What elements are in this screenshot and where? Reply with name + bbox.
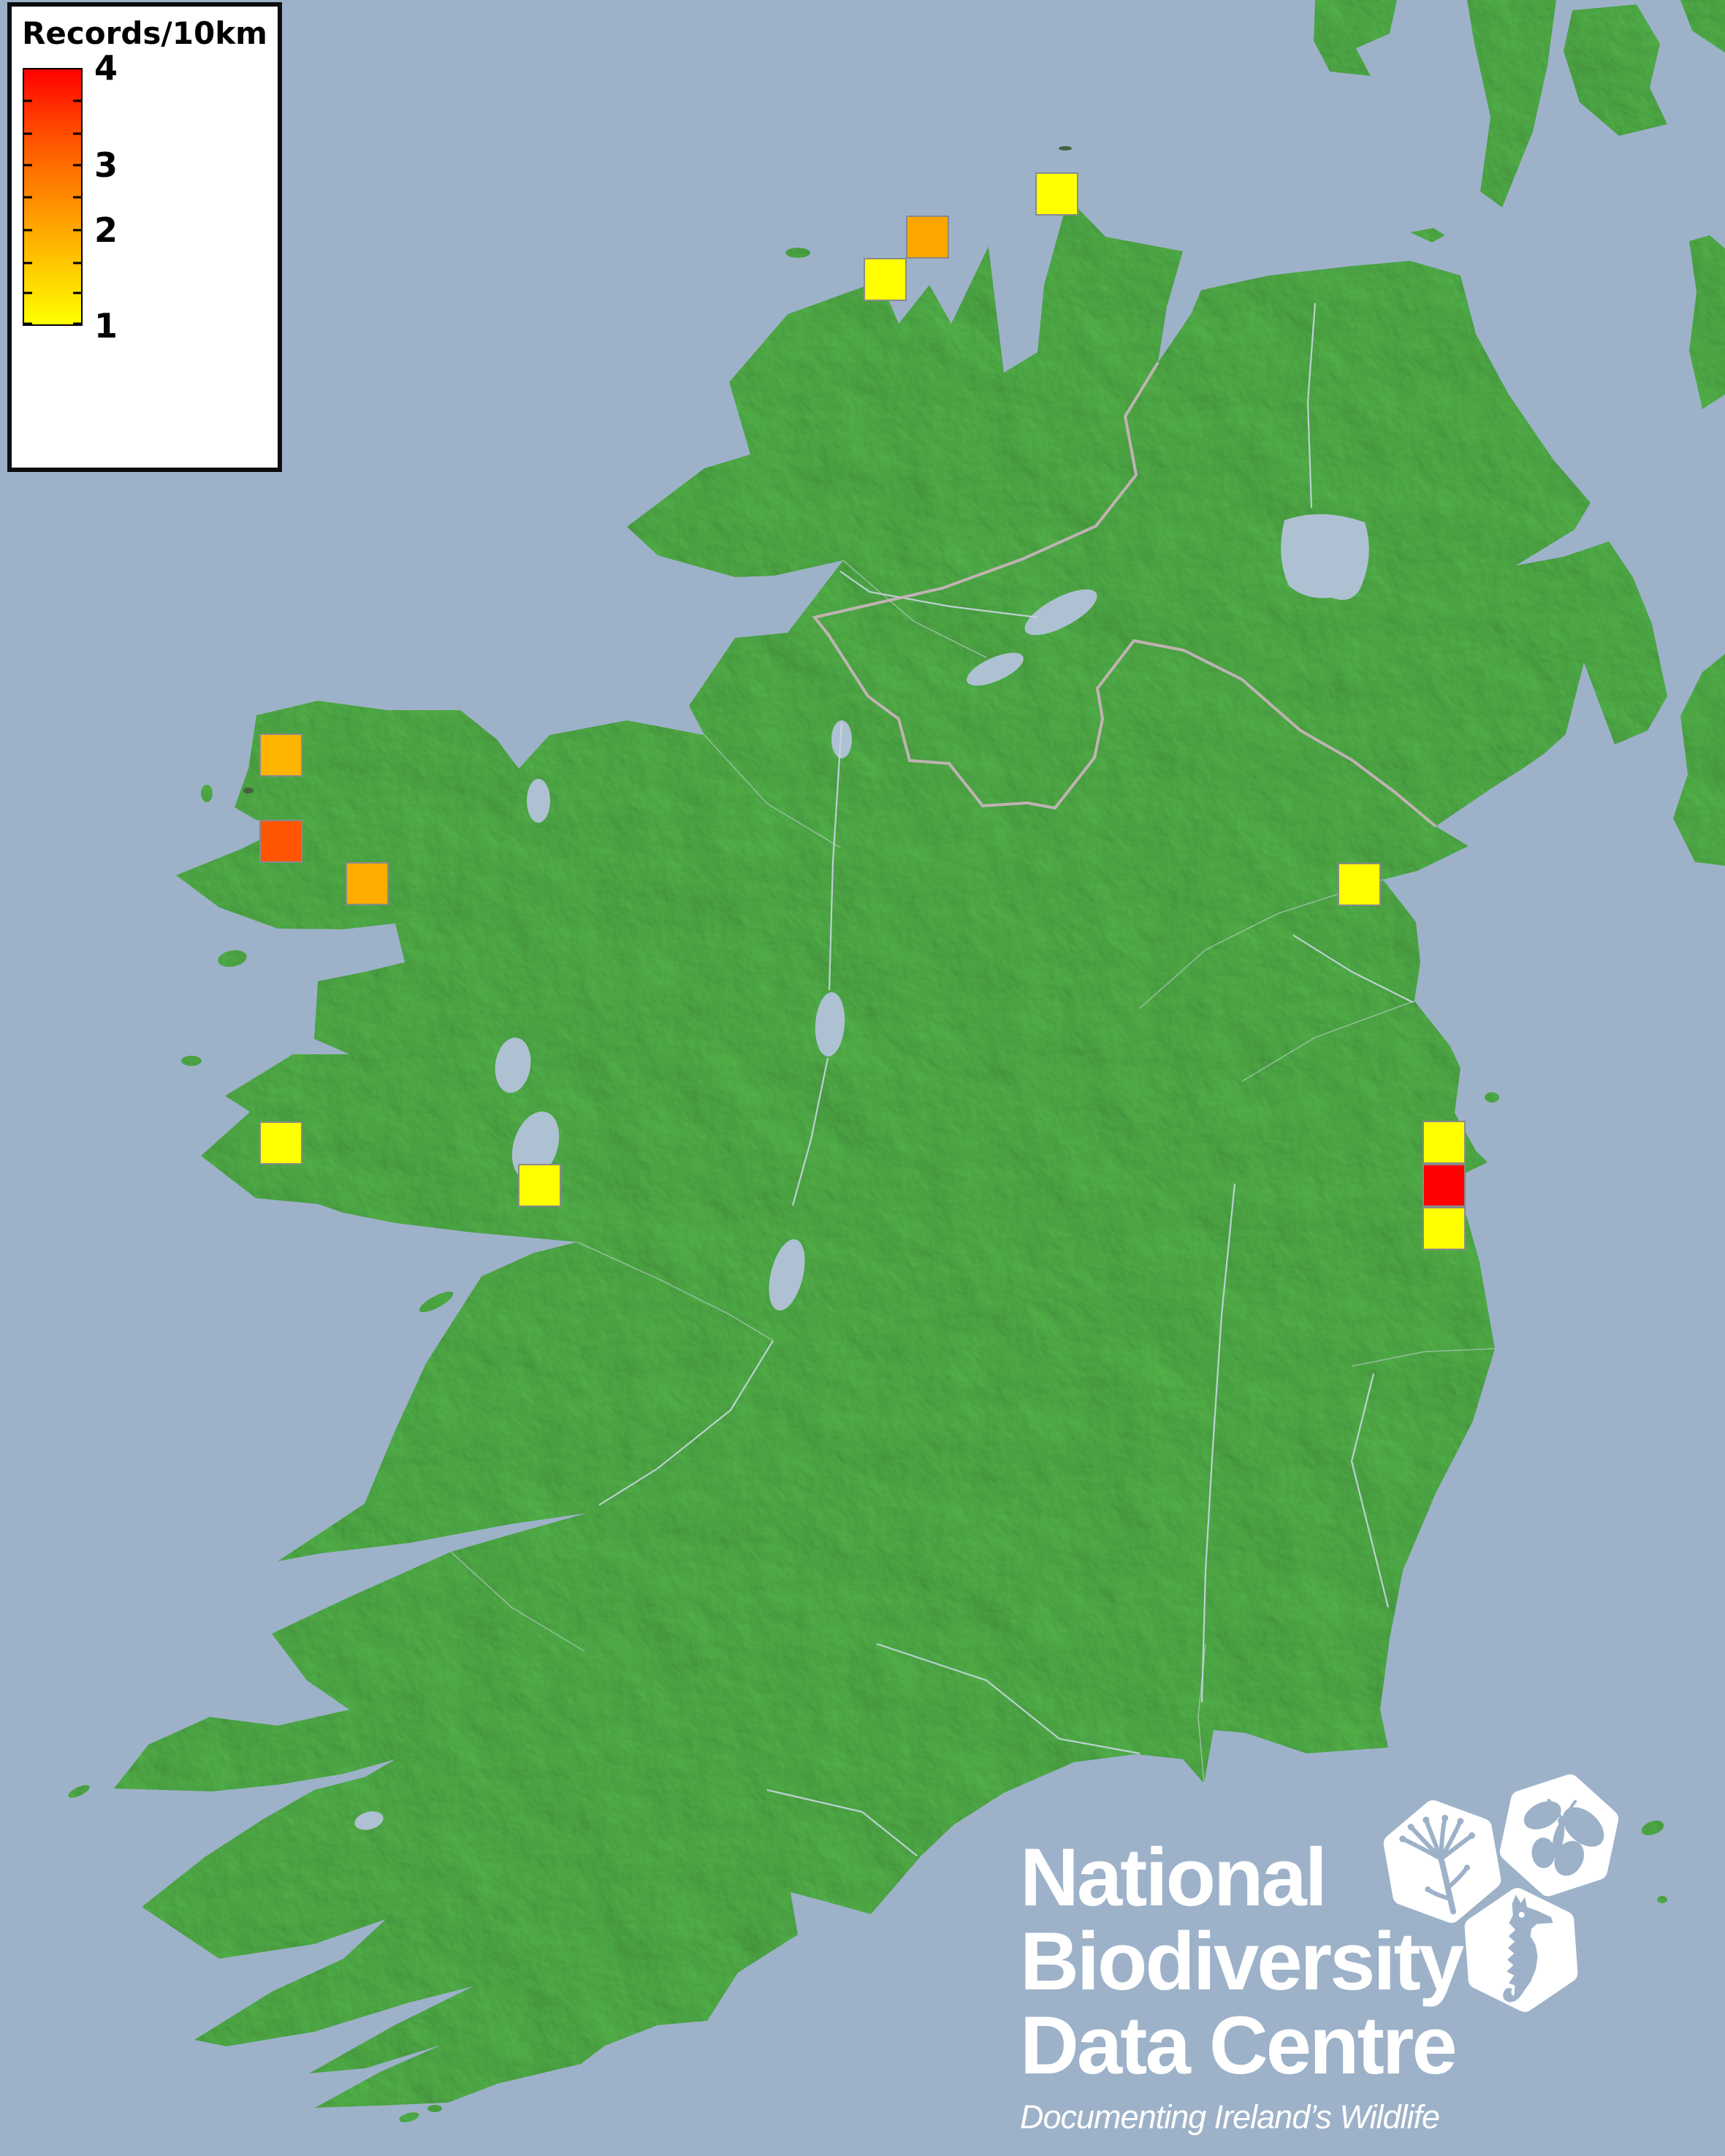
legend-tick <box>23 99 32 102</box>
legend-tick <box>23 292 32 294</box>
record-square[interactable] <box>1423 1207 1466 1250</box>
record-square[interactable] <box>906 216 949 259</box>
plant-umbel-icon <box>1399 1814 1475 1915</box>
nbdc-logo-hexagons <box>1383 1774 1619 2012</box>
landmass-group <box>68 0 1725 2122</box>
county-boundaries <box>450 560 1496 1784</box>
legend-tick <box>23 262 32 264</box>
record-square[interactable] <box>259 734 302 777</box>
legend-label-4: 4 <box>94 48 118 88</box>
legend-tick <box>23 196 32 199</box>
scotland-islands <box>1314 0 1725 1903</box>
legend-panel: Records/10km 4 3 2 1 <box>7 2 282 472</box>
legend-tick <box>73 132 83 135</box>
legend-label-2: 2 <box>94 210 118 251</box>
record-square[interactable] <box>259 1121 302 1165</box>
record-square[interactable] <box>1338 863 1381 906</box>
record-square[interactable] <box>1423 1164 1466 1207</box>
legend-tick <box>73 164 83 167</box>
legend-label-3: 3 <box>94 145 118 186</box>
hexagon-plant <box>1383 1800 1501 1923</box>
offshore-islands <box>68 228 1499 2122</box>
legend-tick <box>73 292 83 294</box>
legend-tick <box>23 164 32 167</box>
legend-tick <box>23 132 32 135</box>
legend-tick <box>73 196 83 199</box>
seahorse-icon <box>1503 1894 1553 2003</box>
logo-line-2: Biodiversity <box>1020 1916 1464 2007</box>
nbdc-logo: National Biodiversity Data Centre Docume… <box>1020 1832 1464 2136</box>
legend-tick <box>73 262 83 264</box>
islet-mark <box>1059 146 1072 151</box>
record-square[interactable] <box>259 820 302 863</box>
legend-tick <box>73 229 83 232</box>
record-square[interactable] <box>518 1164 561 1207</box>
logo-tagline: Documenting Ireland’s Wildlife <box>1020 2098 1440 2136</box>
hexagon-butterfly <box>1499 1774 1619 1897</box>
legend-tick <box>23 322 32 325</box>
record-square[interactable] <box>1423 1121 1466 1164</box>
ni-border-line <box>812 361 1437 828</box>
legend-tick <box>23 229 32 232</box>
legend-label-1: 1 <box>94 306 118 346</box>
record-square[interactable] <box>864 258 907 301</box>
record-square[interactable] <box>1035 172 1078 216</box>
legend-tick <box>73 322 83 325</box>
rivers <box>598 302 1414 1856</box>
butterfly-icon <box>1523 1798 1604 1876</box>
islet-mark <box>243 788 254 793</box>
logo-line-3: Data Centre <box>1020 2000 1458 2091</box>
legend-tick <box>73 99 83 102</box>
legend-title: Records/10km <box>22 15 267 51</box>
record-square[interactable] <box>346 862 389 905</box>
ireland-landmass <box>114 198 1667 2108</box>
hexagon-seahorse <box>1464 1888 1578 2012</box>
lakes <box>354 514 1369 1830</box>
logo-line-1: National <box>1020 1832 1328 1923</box>
